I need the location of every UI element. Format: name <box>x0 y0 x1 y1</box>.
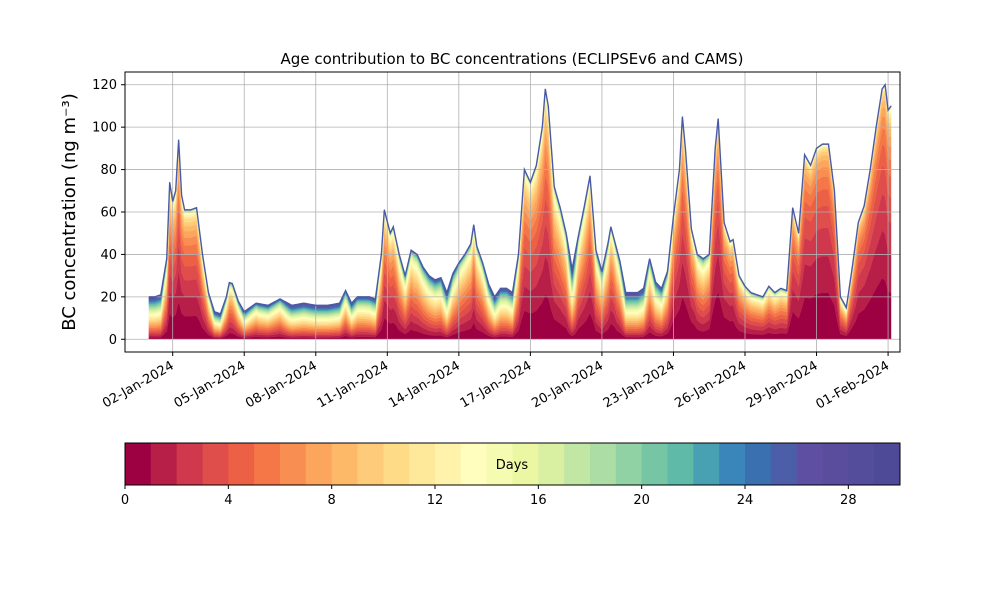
colorbar-tick-label: 24 <box>737 493 754 508</box>
colorbar-swatch <box>383 443 410 485</box>
colorbar-tick-label: 4 <box>224 493 232 508</box>
colorbar-swatch <box>796 443 823 485</box>
colorbar-swatch <box>202 443 229 485</box>
x-tick-label: 23-Jan-2024 <box>601 358 678 411</box>
colorbar-swatch <box>409 443 436 485</box>
y-axis-ticks: 0 20 40 60 80 100 120 <box>92 78 125 348</box>
x-axis-ticks: 02-Jan-202405-Jan-202408-Jan-202411-Jan-… <box>100 352 892 412</box>
colorbar-tick-label: 28 <box>840 493 857 508</box>
y-tick-label: 0 <box>109 333 117 348</box>
colorbar-frame <box>124 442 901 486</box>
y-axis-label: BC concentration (ng m⁻³) <box>59 93 80 331</box>
colorbar-swatch <box>228 443 255 485</box>
x-tick-label: 01-Feb-2024 <box>814 358 893 412</box>
colorbar-swatch <box>280 443 307 485</box>
colorbar-tick-label: 8 <box>328 493 336 508</box>
x-tick-label: 29-Jan-2024 <box>744 358 821 411</box>
colorbar-label: Days <box>496 458 529 473</box>
colorbar-swatch <box>822 443 849 485</box>
colorbar-swatch <box>486 443 513 485</box>
colorbar-swatch <box>564 443 591 485</box>
colorbar-swatch <box>435 443 462 485</box>
colorbar-swatch <box>719 443 746 485</box>
y-tick-label: 100 <box>92 121 117 136</box>
colorbar-tick-label: 0 <box>121 493 129 508</box>
colorbar-swatch <box>331 443 358 485</box>
y-tick-label: 60 <box>100 206 117 221</box>
x-tick-label: 02-Jan-2024 <box>100 358 177 411</box>
colorbar-swatch <box>357 443 384 485</box>
x-tick-label: 17-Jan-2024 <box>458 358 535 411</box>
colorbar-swatch <box>125 443 152 485</box>
colorbar-swatch <box>667 443 694 485</box>
x-tick-label: 20-Jan-2024 <box>529 358 606 411</box>
colorbar-swatch <box>150 443 178 485</box>
colorbar-swatch <box>512 443 539 485</box>
colorbar-swatch <box>770 443 798 485</box>
grid <box>125 72 900 352</box>
colorbar-tick-label: 16 <box>530 493 547 508</box>
colorbar-swatch <box>538 443 565 485</box>
y-tick-label: 120 <box>92 78 117 93</box>
colorbar-swatch <box>745 443 772 485</box>
colorbar-swatch <box>305 443 333 485</box>
colorbar-swatch <box>590 443 617 485</box>
chart-title: Age contribution to BC concentrations (E… <box>281 50 744 68</box>
colorbar-swatch <box>254 443 281 485</box>
x-tick-label: 11-Jan-2024 <box>315 358 392 411</box>
y-tick-label: 80 <box>100 163 117 178</box>
x-tick-label: 26-Jan-2024 <box>672 358 749 411</box>
colorbar-swatch <box>615 443 643 485</box>
colorbar-tick-label: 20 <box>633 493 650 508</box>
y-tick-label: 20 <box>100 290 117 305</box>
colorbar-swatch <box>693 443 720 485</box>
y-tick-label: 40 <box>100 248 117 263</box>
colorbar-swatch <box>641 443 668 485</box>
colorbar-swatch <box>460 443 488 485</box>
x-tick-label: 08-Jan-2024 <box>243 358 320 411</box>
total-concentration-line <box>148 82 892 315</box>
colorbar-swatch <box>176 443 203 485</box>
colorbar: 0 4 8 12 16 20 24 28 <box>121 442 901 508</box>
x-tick-label: 14-Jan-2024 <box>386 358 463 411</box>
colorbar-tick-label: 12 <box>427 493 444 508</box>
colorbar-swatch <box>848 443 875 485</box>
x-tick-label: 05-Jan-2024 <box>172 358 249 411</box>
colorbar-swatch <box>874 443 901 485</box>
